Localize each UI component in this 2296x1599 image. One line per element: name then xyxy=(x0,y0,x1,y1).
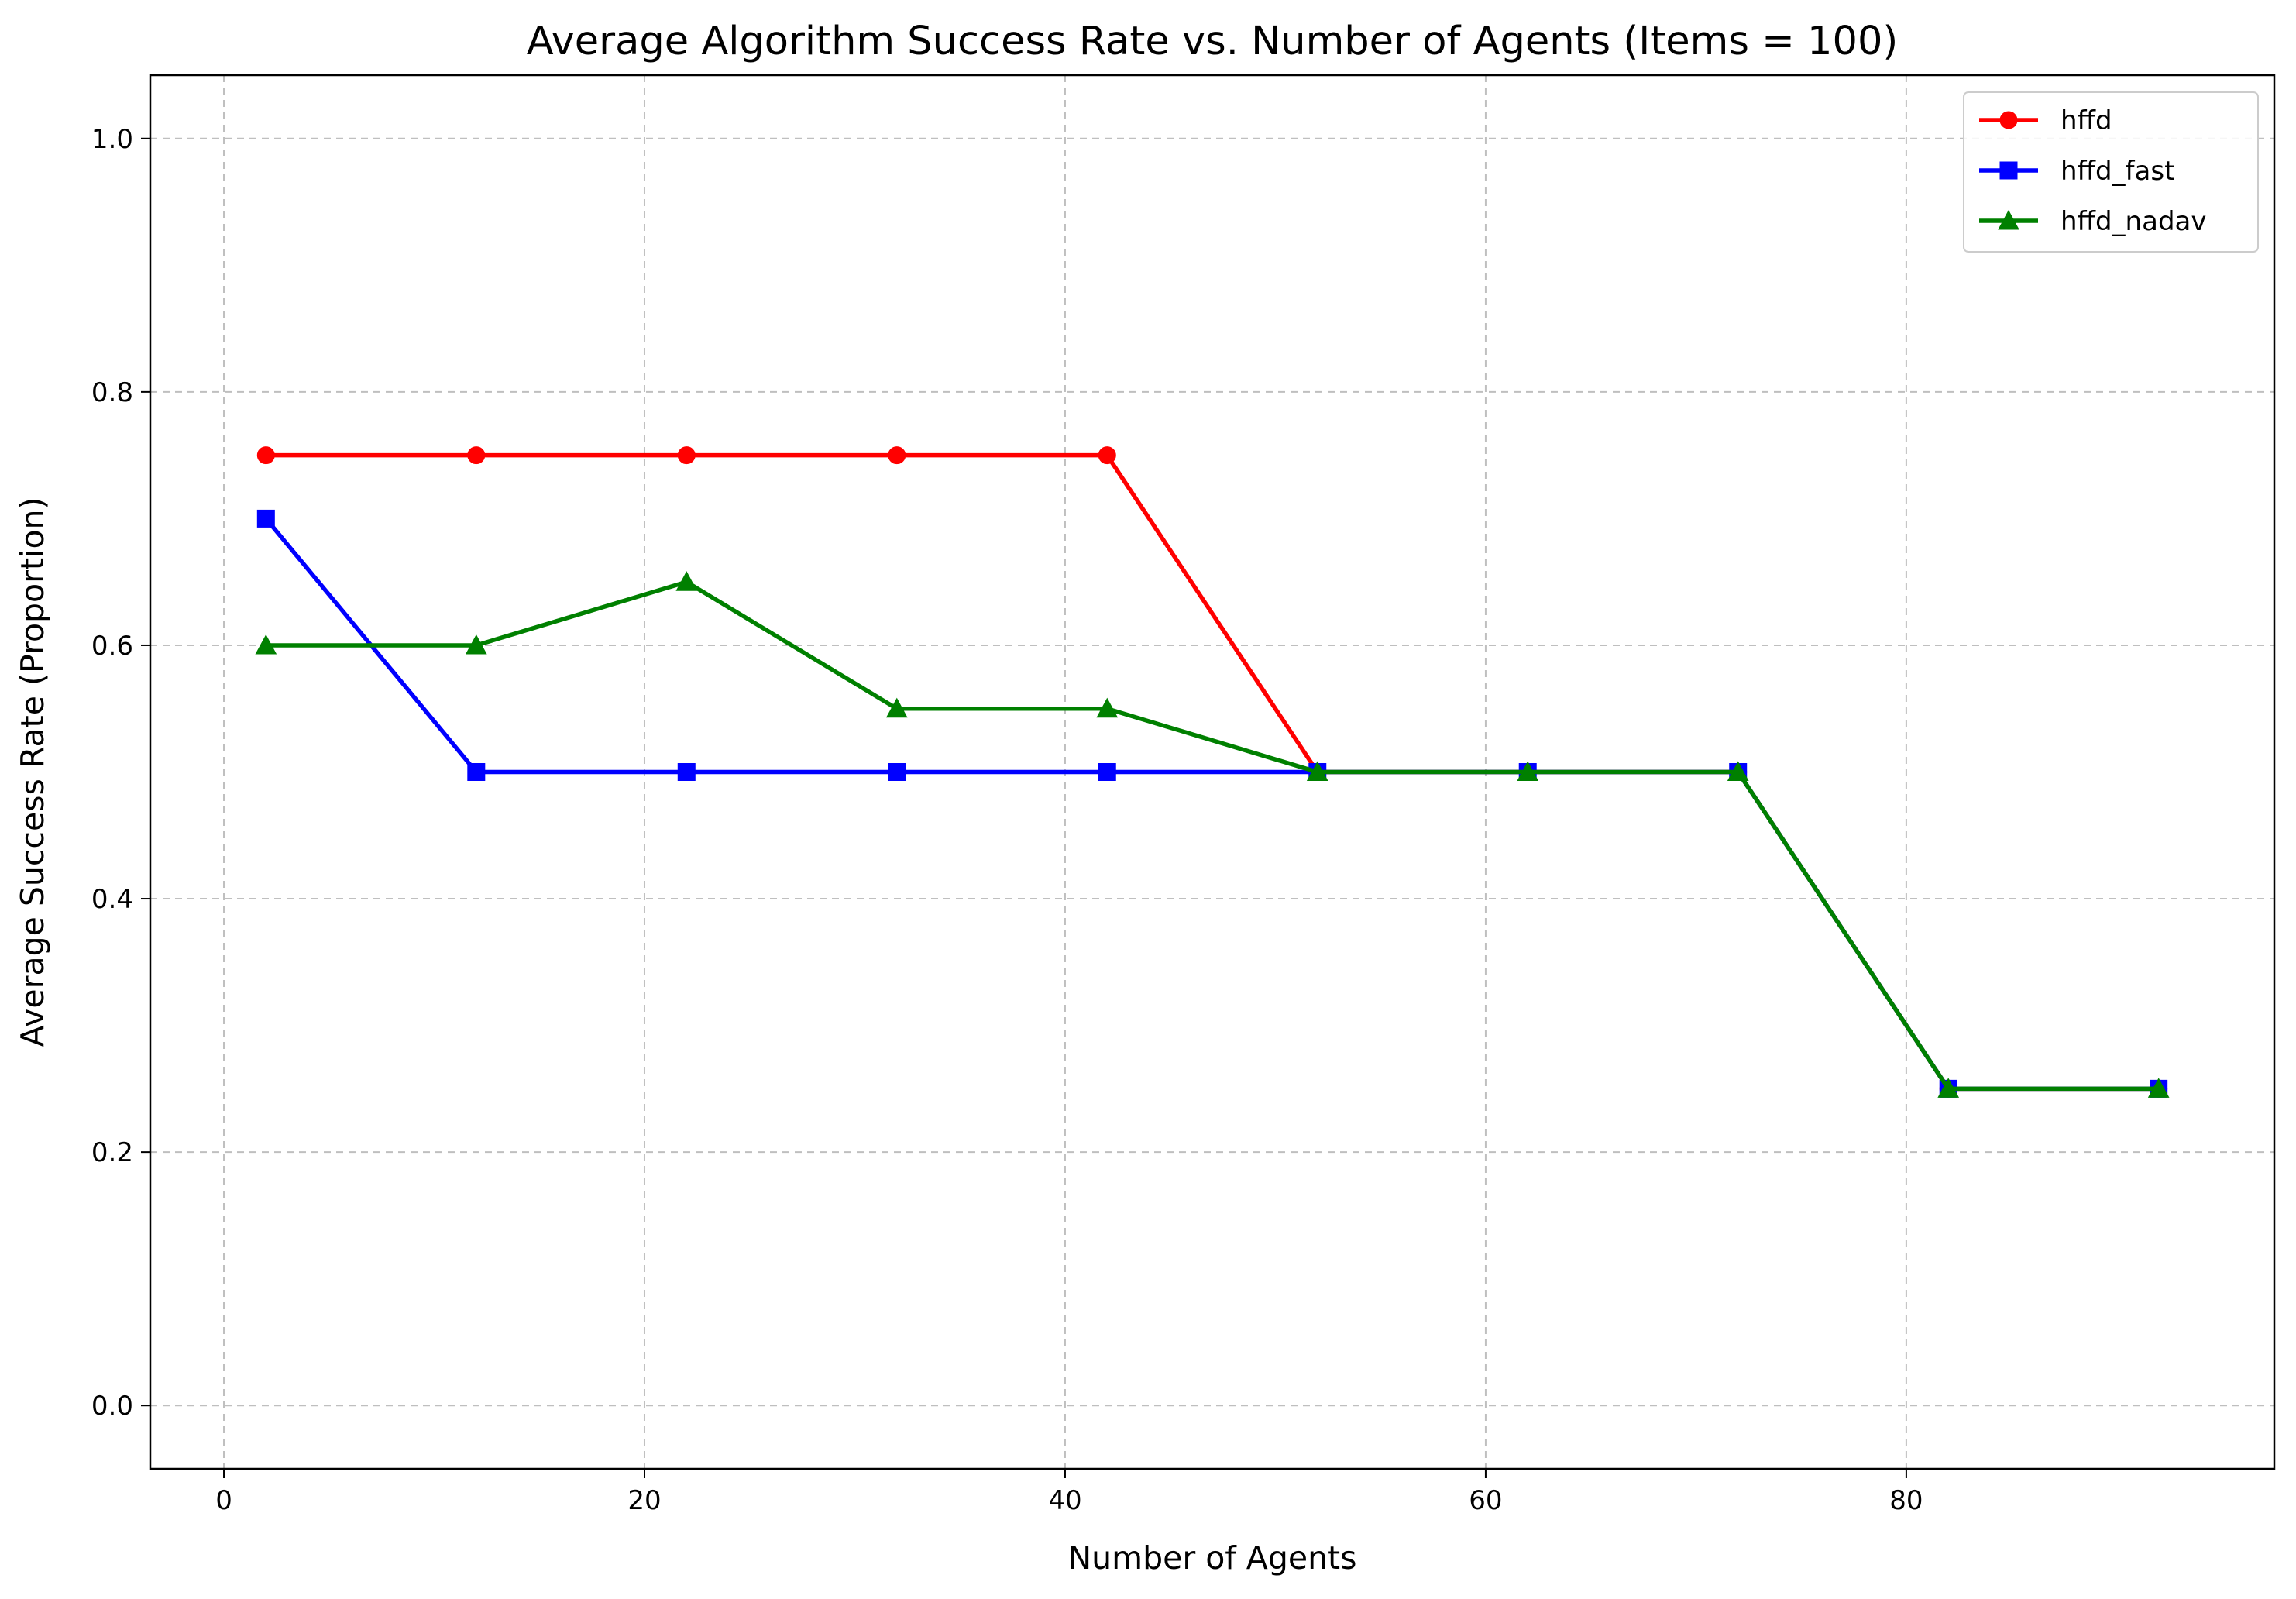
series-hffd_nadav xyxy=(255,571,2170,1098)
legend-item-hffd_nadav: hffd_nadav xyxy=(1979,206,2206,237)
y-tick-label: 0.8 xyxy=(91,377,133,408)
data-point-hffd_nadav xyxy=(465,634,487,655)
legend-item-hffd_fast: hffd_fast xyxy=(1979,156,2174,187)
data-point-hffd_nadav xyxy=(1517,761,1539,782)
data-point-hffd xyxy=(888,446,906,465)
legend-label: hffd_fast xyxy=(2061,156,2174,187)
data-point-hffd_fast xyxy=(888,763,906,781)
axis-ticks: 0 20 40 60 80 0.0 0.2 0.4 0.6 0.8 1.0 xyxy=(91,124,1923,1516)
series-line-hffd_nadav xyxy=(266,579,2159,1092)
legend-box xyxy=(1963,91,2259,253)
x-axis-label: Number of Agents xyxy=(1067,1539,1356,1577)
y-axis-label: Average Success Rate (Proportion) xyxy=(14,497,51,1047)
chart-title: Average Algorithm Success Rate vs. Numbe… xyxy=(527,19,1899,64)
data-point-hffd_fast xyxy=(677,763,696,781)
legend: hffd hffd_fast hffd_nadav xyxy=(1963,91,2259,253)
y-tick-label: 0.2 xyxy=(91,1137,133,1168)
legend-marker xyxy=(1999,161,2018,180)
series-group xyxy=(255,446,2170,1098)
y-tick-label: 0.4 xyxy=(91,884,133,915)
data-point-hffd_nadav xyxy=(675,571,698,591)
x-tick-label: 40 xyxy=(1048,1485,1081,1516)
data-point-hffd xyxy=(1098,446,1116,465)
x-tick-label: 20 xyxy=(627,1485,661,1516)
legend-label: hffd xyxy=(2061,105,2112,136)
data-point-hffd xyxy=(677,446,696,465)
data-point-hffd_fast xyxy=(1098,763,1116,781)
y-tick-label: 1.0 xyxy=(91,124,133,155)
data-point-hffd_nadav xyxy=(2147,1078,2170,1098)
data-point-hffd_nadav xyxy=(885,697,908,718)
x-tick-label: 80 xyxy=(1889,1485,1923,1516)
data-point-hffd_fast xyxy=(256,509,275,528)
legend-marker xyxy=(1999,111,2018,129)
y-tick-label: 0.6 xyxy=(91,631,133,662)
data-point-hffd xyxy=(256,446,275,465)
legend-item-hffd: hffd xyxy=(1979,105,2112,136)
data-point-hffd_nadav xyxy=(1937,1078,1960,1098)
data-point-hffd_fast xyxy=(467,763,486,781)
data-point-hffd_nadav xyxy=(255,634,277,655)
data-point-hffd_nadav xyxy=(1306,761,1328,782)
x-tick-label: 60 xyxy=(1469,1485,1502,1516)
legend-label: hffd_nadav xyxy=(2061,206,2206,237)
plot-area-frame xyxy=(149,74,2276,1470)
y-tick-label: 0.0 xyxy=(91,1391,133,1422)
x-tick-label: 0 xyxy=(215,1485,232,1516)
data-point-hffd_nadav xyxy=(1727,761,1749,782)
legend-marker xyxy=(1998,209,2019,230)
data-point-hffd_nadav xyxy=(1096,697,1119,718)
data-point-hffd xyxy=(467,446,486,465)
